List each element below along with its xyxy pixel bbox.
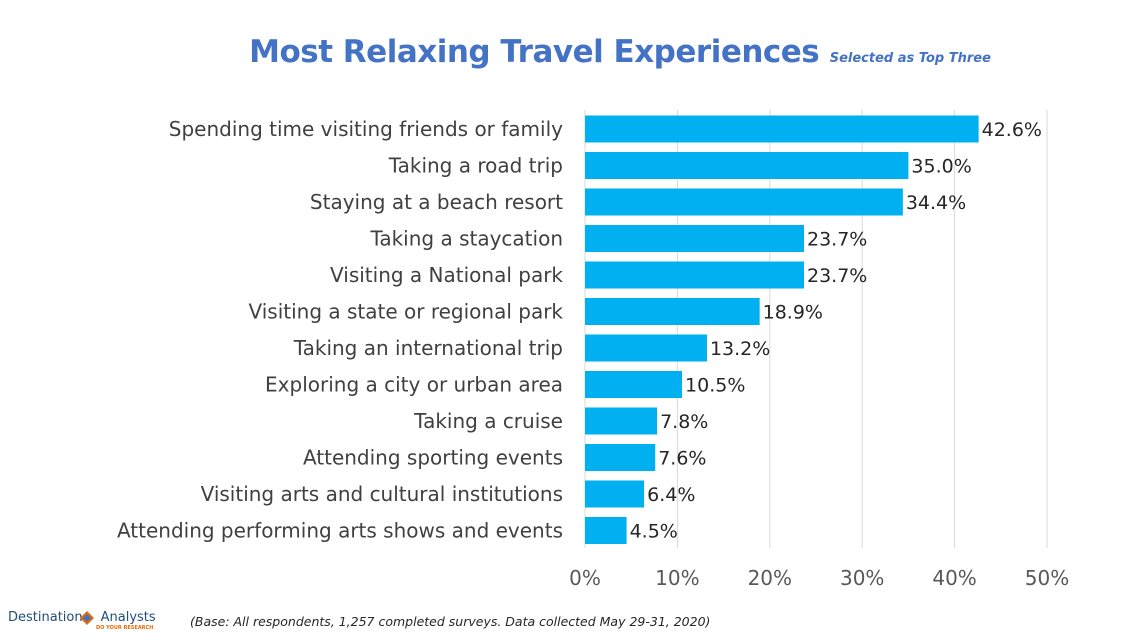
x-tick-label: 0% xyxy=(569,566,601,590)
category-label: Attending sporting events xyxy=(303,446,563,470)
bar xyxy=(585,517,627,544)
bar xyxy=(585,188,903,216)
data-label: 6.4% xyxy=(647,484,695,506)
data-label: 18.9% xyxy=(763,302,823,324)
category-label: Visiting a state or regional park xyxy=(248,300,563,324)
bar xyxy=(585,480,645,508)
data-label: 10.5% xyxy=(685,375,745,397)
footnote: (Base: All respondents, 1,257 completed … xyxy=(190,614,711,629)
bar xyxy=(585,334,707,362)
category-label: Taking an international trip xyxy=(293,336,563,360)
category-label: Taking a cruise xyxy=(413,409,563,433)
logo-word-1: Destination xyxy=(8,610,83,625)
x-tick-label: 10% xyxy=(655,566,699,590)
x-tick-label: 50% xyxy=(1025,566,1069,590)
chart-title-block: Most Relaxing Travel Experiences Selecte… xyxy=(0,34,1124,70)
logo-wordmark: Destination Analysts xyxy=(8,610,156,625)
category-label: Visiting a National park xyxy=(330,263,563,287)
bar xyxy=(585,261,804,289)
data-label: 42.6% xyxy=(982,119,1042,141)
diamond-logo-icon xyxy=(80,611,94,625)
data-label: 23.7% xyxy=(807,229,867,251)
bar xyxy=(585,371,683,398)
data-label: 7.8% xyxy=(660,411,708,433)
bar xyxy=(585,444,656,471)
bar xyxy=(585,152,909,179)
data-label: 4.5% xyxy=(630,521,678,543)
data-label: 35.0% xyxy=(911,156,971,178)
bar xyxy=(585,298,760,325)
category-label: Visiting arts and cultural institutions xyxy=(201,482,563,506)
category-label: Exploring a city or urban area xyxy=(265,373,563,397)
data-label: 34.4% xyxy=(906,192,966,214)
category-label: Taking a road trip xyxy=(388,154,563,178)
x-tick-label: 30% xyxy=(840,566,884,590)
data-label: 23.7% xyxy=(807,265,867,287)
category-label: Attending performing arts shows and even… xyxy=(117,519,563,543)
bar xyxy=(585,115,979,143)
data-label: 7.6% xyxy=(658,448,706,470)
bar xyxy=(585,225,804,252)
category-label: Spending time visiting friends or family xyxy=(169,117,563,141)
logo-word-2: Analysts xyxy=(100,610,156,625)
bar xyxy=(585,407,658,435)
logo-tagline: DO YOUR RESEARCH xyxy=(96,625,154,631)
chart-subtitle: Selected as Top Three xyxy=(829,51,991,66)
bar-chart: 0% 10% 20% 30% 40% 50% Spending time visiting … xyxy=(117,110,1069,590)
x-tick-label: 40% xyxy=(932,566,976,590)
category-label: Taking a staycation xyxy=(369,227,563,251)
data-label: 13.2% xyxy=(710,338,770,360)
category-label: Staying at a beach resort xyxy=(310,190,563,214)
x-tick-label: 20% xyxy=(748,566,792,590)
chart-title: Most Relaxing Travel Experiences xyxy=(249,34,820,70)
